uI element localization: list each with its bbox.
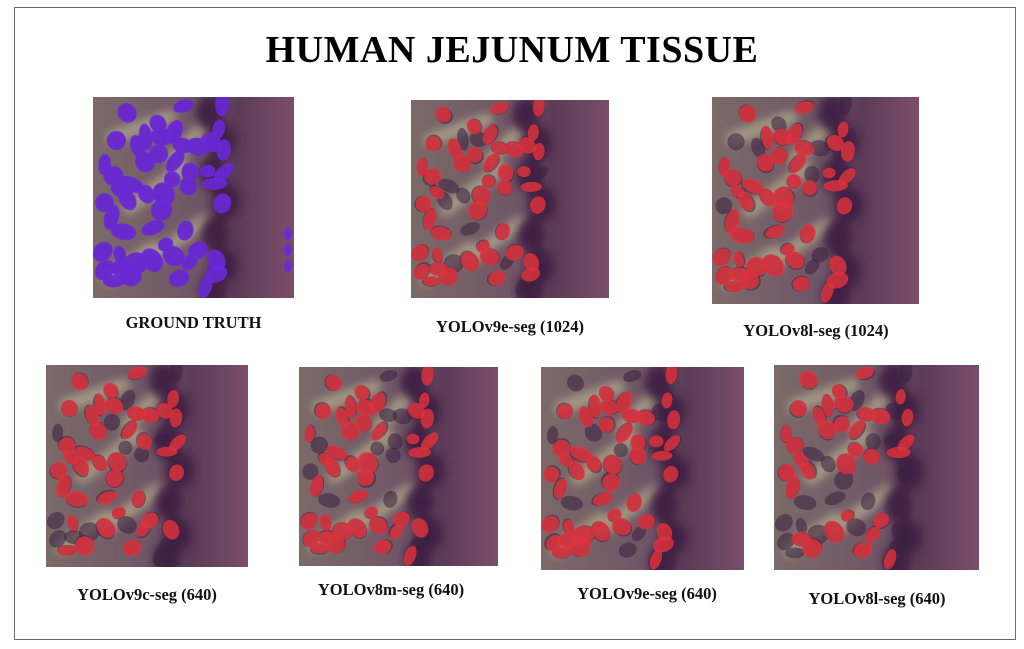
tissue-image-svg	[774, 365, 979, 570]
caption-yolov9e-seg-1024: YOLOv9e-seg (1024)	[435, 317, 585, 336]
prediction-mask-layer	[50, 366, 186, 557]
yolov9e-seg-1024-image	[411, 100, 609, 298]
yolov8m-seg-640-image	[299, 367, 498, 566]
prediction-mask-layer	[411, 100, 546, 287]
tissue-image-svg	[46, 365, 248, 567]
caption-yolov9e-seg-640: YOLOv9e-seg (640)	[577, 584, 717, 603]
ground-truth-mask-layer	[93, 97, 292, 298]
prediction-mask-layer	[541, 367, 681, 570]
yolov8l-seg-640-image	[774, 365, 979, 570]
tissue-image-svg	[93, 97, 294, 298]
yolov9c-seg-640-image	[46, 365, 248, 567]
caption-yolov8l-seg-1024: YOLOv8l-seg (1024)	[743, 321, 889, 340]
caption-ground-truth: GROUND TRUTH	[125, 313, 262, 332]
caption-yolov8l-seg-640: YOLOv8l-seg (640)	[808, 589, 946, 608]
prediction-mask-layer	[778, 366, 915, 570]
figure-title: HUMAN JEJUNUM TISSUE	[265, 29, 759, 71]
prediction-mask-layer	[300, 367, 439, 566]
tissue-image-svg	[541, 367, 744, 570]
tissue-image-svg	[299, 367, 498, 566]
prediction-mask-layer	[712, 101, 856, 303]
caption-yolov9c-seg-640: YOLOv9c-seg (640)	[77, 585, 217, 604]
caption-yolov8m-seg-640: YOLOv8m-seg (640)	[317, 580, 465, 599]
yolov9e-seg-640-image	[541, 367, 744, 570]
figure-frame	[14, 7, 1016, 640]
tissue-image-svg	[411, 100, 609, 298]
ground-truth-image	[93, 97, 294, 298]
tissue-image-svg	[712, 97, 919, 304]
yolov8l-seg-1024-image	[712, 97, 919, 304]
